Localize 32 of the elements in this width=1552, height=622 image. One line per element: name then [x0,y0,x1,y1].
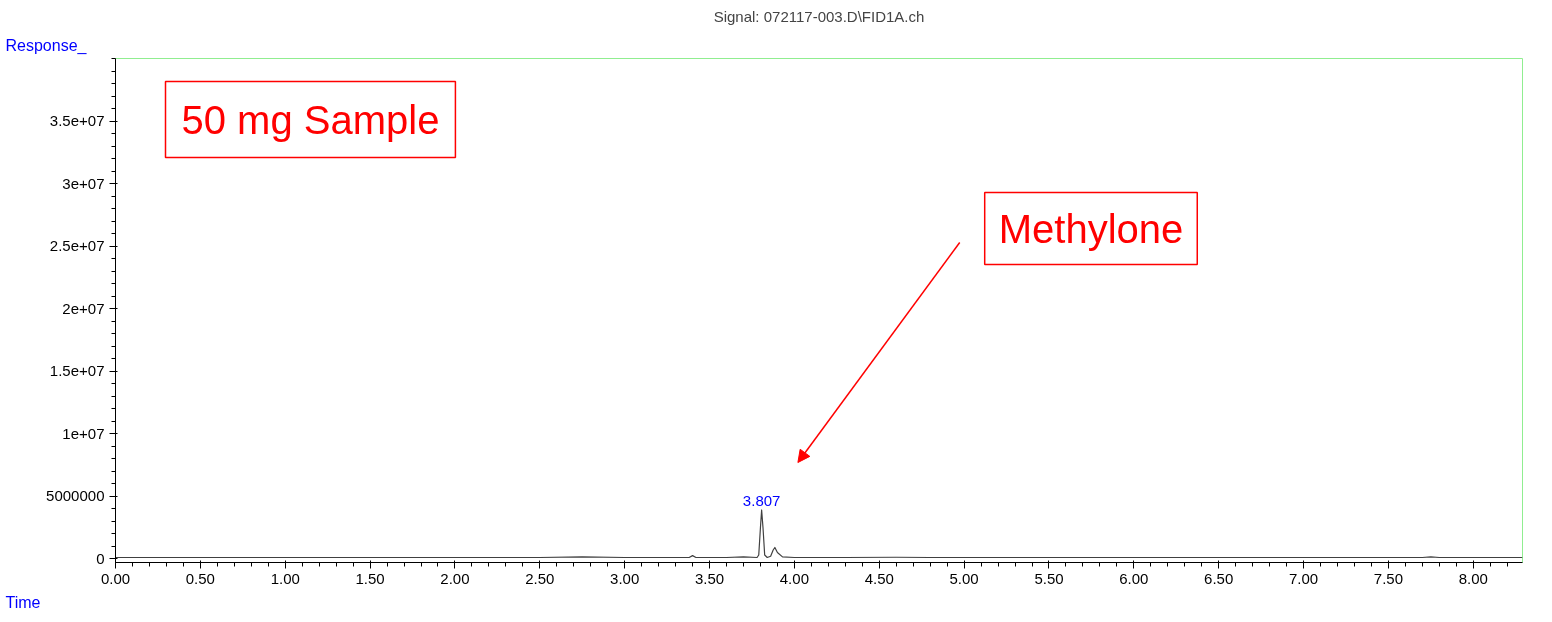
y-tick-label: 1e+07 [62,424,105,442]
x-tick-label: 8.00 [1458,569,1488,587]
chart-title: Signal: 072117-003.D\FID1A.ch [713,7,925,25]
y-tick-label: 2e+07 [62,299,105,317]
x-tick-label: 2.00 [440,569,470,587]
x-tick-label: 0.50 [185,569,215,587]
x-tick-label: 3.50 [694,569,725,587]
x-tick-label: 1.00 [270,569,300,587]
y-tick-label: 0 [96,549,105,567]
x-tick-label: 0.00 [100,569,131,587]
y-tick-label: 3e+07 [62,174,105,192]
x-tick-label: 5.50 [1034,569,1064,587]
x-tick-label: 6.50 [1204,569,1234,587]
line-series [115,509,1523,559]
annotation: 50 mg Sample [181,97,440,142]
x-tick-label: 4.50 [864,569,894,587]
y-axis-title: Response_ [5,36,88,55]
x-tick-label: 2.50 [525,569,555,587]
y-tick-label: 1.5e+07 [49,362,105,380]
y-tick-label: 3.5e+07 [49,112,105,130]
x-tick-label: 3.00 [610,569,640,587]
x-tick-label: 7.00 [1288,569,1319,587]
x-tick-label: 1.50 [355,569,385,587]
x-axis-title: Time [5,593,41,611]
annotation: 3.807 [742,491,781,509]
y-tick-label: 5000000 [46,487,105,505]
x-tick-label: 7.50 [1373,569,1404,587]
x-tick-label: 6.00 [1119,569,1149,587]
annotation: Methylone [998,206,1184,251]
x-tick-label: 4.00 [779,569,809,587]
y-tick-label: 2.5e+07 [49,237,105,255]
x-tick-label: 5.00 [949,569,979,587]
